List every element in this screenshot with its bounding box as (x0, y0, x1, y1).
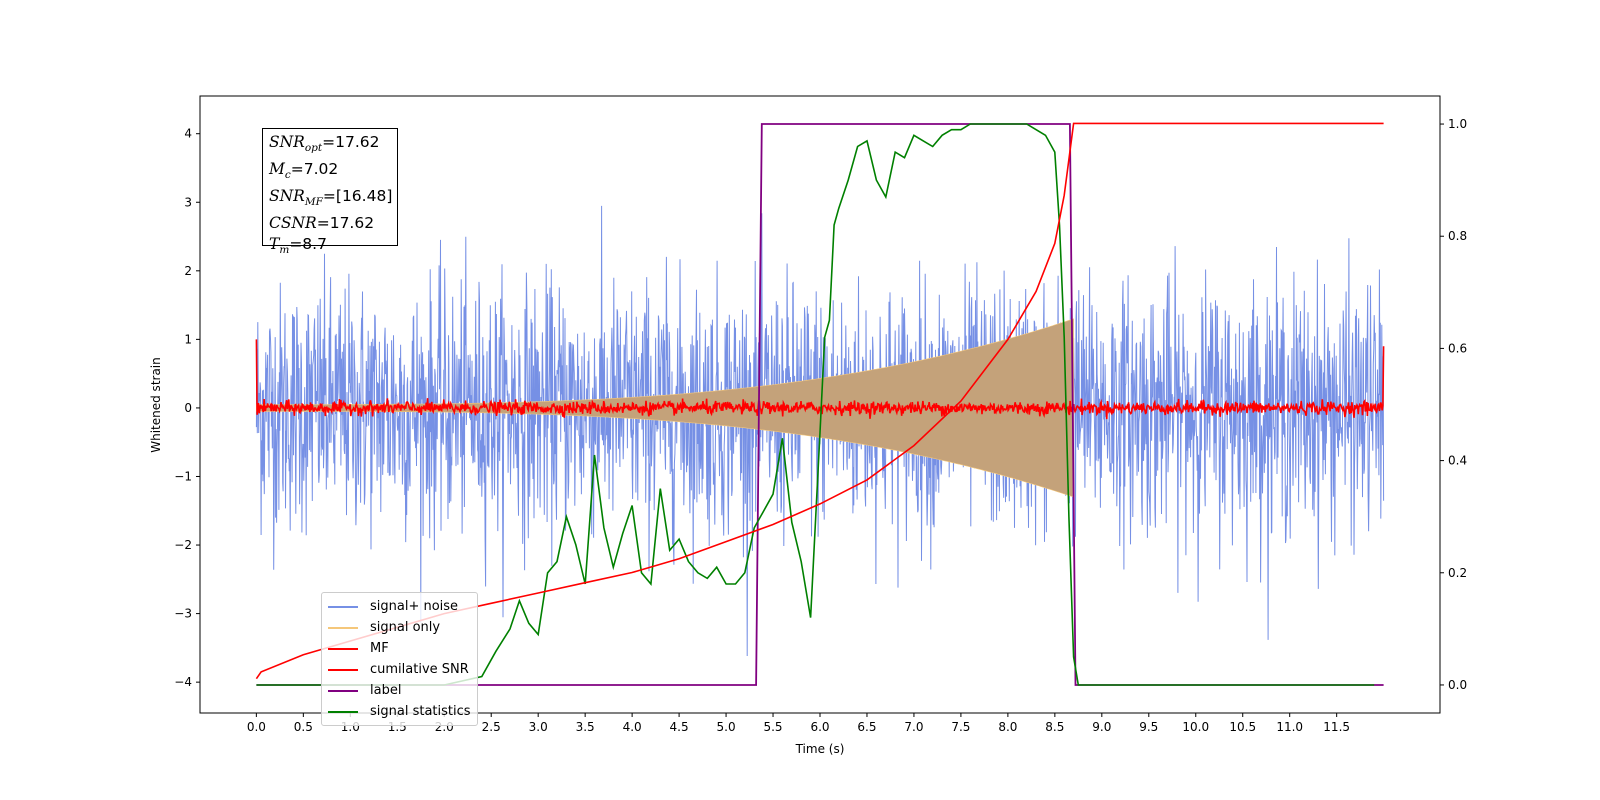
x-tick-label: 0.0 (247, 720, 266, 734)
y-tick-label: −3 (174, 607, 192, 621)
csnr-annotation: CSNR=17.62 (269, 214, 375, 233)
x-tick-label: 11.5 (1323, 720, 1350, 734)
legend-item: cumilative SNR (326, 659, 477, 680)
legend-item: signal statistics (326, 701, 477, 722)
x-tick-label: 4.5 (670, 720, 689, 734)
x-tick-label: 4.0 (623, 720, 642, 734)
y-tick-label: 0 (184, 401, 192, 415)
x-tick-label: 8.0 (998, 720, 1017, 734)
y-axis-right-ticks: 0.0 0.2 0.4 0.6 0.8 1.0 (1440, 117, 1467, 692)
legend-label: MF (370, 641, 389, 656)
legend-item: MF (326, 638, 477, 659)
legend-label: label (370, 683, 402, 698)
x-tick-label: 7.0 (904, 720, 923, 734)
y2-tick-label: 0.2 (1448, 566, 1467, 580)
mc-value: =7.02 (290, 160, 339, 179)
legend-swatch (328, 689, 358, 692)
y2-tick-label: 0.4 (1448, 454, 1467, 468)
x-tick-label: 0.5 (294, 720, 313, 734)
y-tick-label: 3 (184, 195, 192, 209)
legend-item: signal+ noise (326, 596, 477, 617)
x-tick-label: 5.0 (717, 720, 736, 734)
annotation-box: SNRopt=17.62 Mc=7.02 SNRMF=[16.48] CSNR=… (262, 128, 398, 256)
legend-label: signal only (370, 620, 441, 635)
y-tick-label: −2 (174, 538, 192, 552)
series-mf (255, 339, 1385, 420)
x-tick-label: 3.5 (576, 720, 595, 734)
legend: signal+ noise signal only MF cumilative … (321, 592, 478, 726)
y-tick-label: −1 (174, 469, 192, 483)
snr-opt-annotation: SNRopt=17.62 (269, 133, 380, 155)
x-tick-label: 10.5 (1229, 720, 1256, 734)
x-tick-label: 2.5 (482, 720, 501, 734)
tm-value: =8.7 (289, 235, 327, 254)
snr-mf-value: =[16.48] (322, 187, 393, 206)
x-tick-label: 3.0 (529, 720, 548, 734)
mc-annotation: Mc=7.02 (269, 160, 339, 182)
legend-label: signal statistics (370, 704, 471, 719)
snr-opt-value: =17.62 (322, 133, 380, 151)
legend-swatch (328, 605, 358, 608)
y-tick-label: 2 (184, 264, 192, 278)
x-tick-label: 9.0 (1092, 720, 1111, 734)
y2-tick-label: 0.8 (1448, 229, 1467, 243)
x-tick-label: 6.0 (810, 720, 829, 734)
x-tick-label: 6.5 (857, 720, 876, 734)
x-tick-label: 5.5 (763, 720, 782, 734)
x-tick-label: 10.0 (1182, 720, 1209, 734)
y2-tick-label: 1.0 (1448, 117, 1467, 131)
legend-label: cumilative SNR (370, 662, 469, 677)
legend-swatch (328, 647, 358, 650)
legend-item: label (326, 680, 477, 701)
tm-annotation: Tm=8.7 (269, 235, 327, 257)
legend-item: signal only (326, 617, 477, 638)
x-tick-label: 8.5 (1045, 720, 1064, 734)
series-signal-statistics (256, 123, 1375, 686)
y2-tick-label: 0.0 (1448, 678, 1467, 692)
legend-swatch (328, 668, 358, 671)
y2-tick-label: 0.6 (1448, 341, 1467, 355)
legend-swatch (328, 626, 358, 629)
snr-mf-annotation: SNRMF=[16.48] (269, 187, 393, 209)
y-tick-label: 1 (184, 332, 192, 346)
x-tick-label: 11.0 (1276, 720, 1303, 734)
x-tick-label: 7.5 (951, 720, 970, 734)
y-axis-label: Whitened strain (149, 357, 163, 453)
y-tick-label: −4 (174, 675, 192, 689)
x-tick-label: 9.5 (1139, 720, 1158, 734)
csnr-value: =17.62 (316, 214, 375, 233)
y-axis-left-ticks: −4 −3 −2 −1 0 1 2 3 4 (174, 127, 200, 689)
y-tick-label: 4 (184, 127, 192, 141)
x-axis-label: Time (s) (795, 742, 845, 756)
legend-swatch (328, 710, 358, 713)
legend-label: signal+ noise (370, 599, 459, 614)
